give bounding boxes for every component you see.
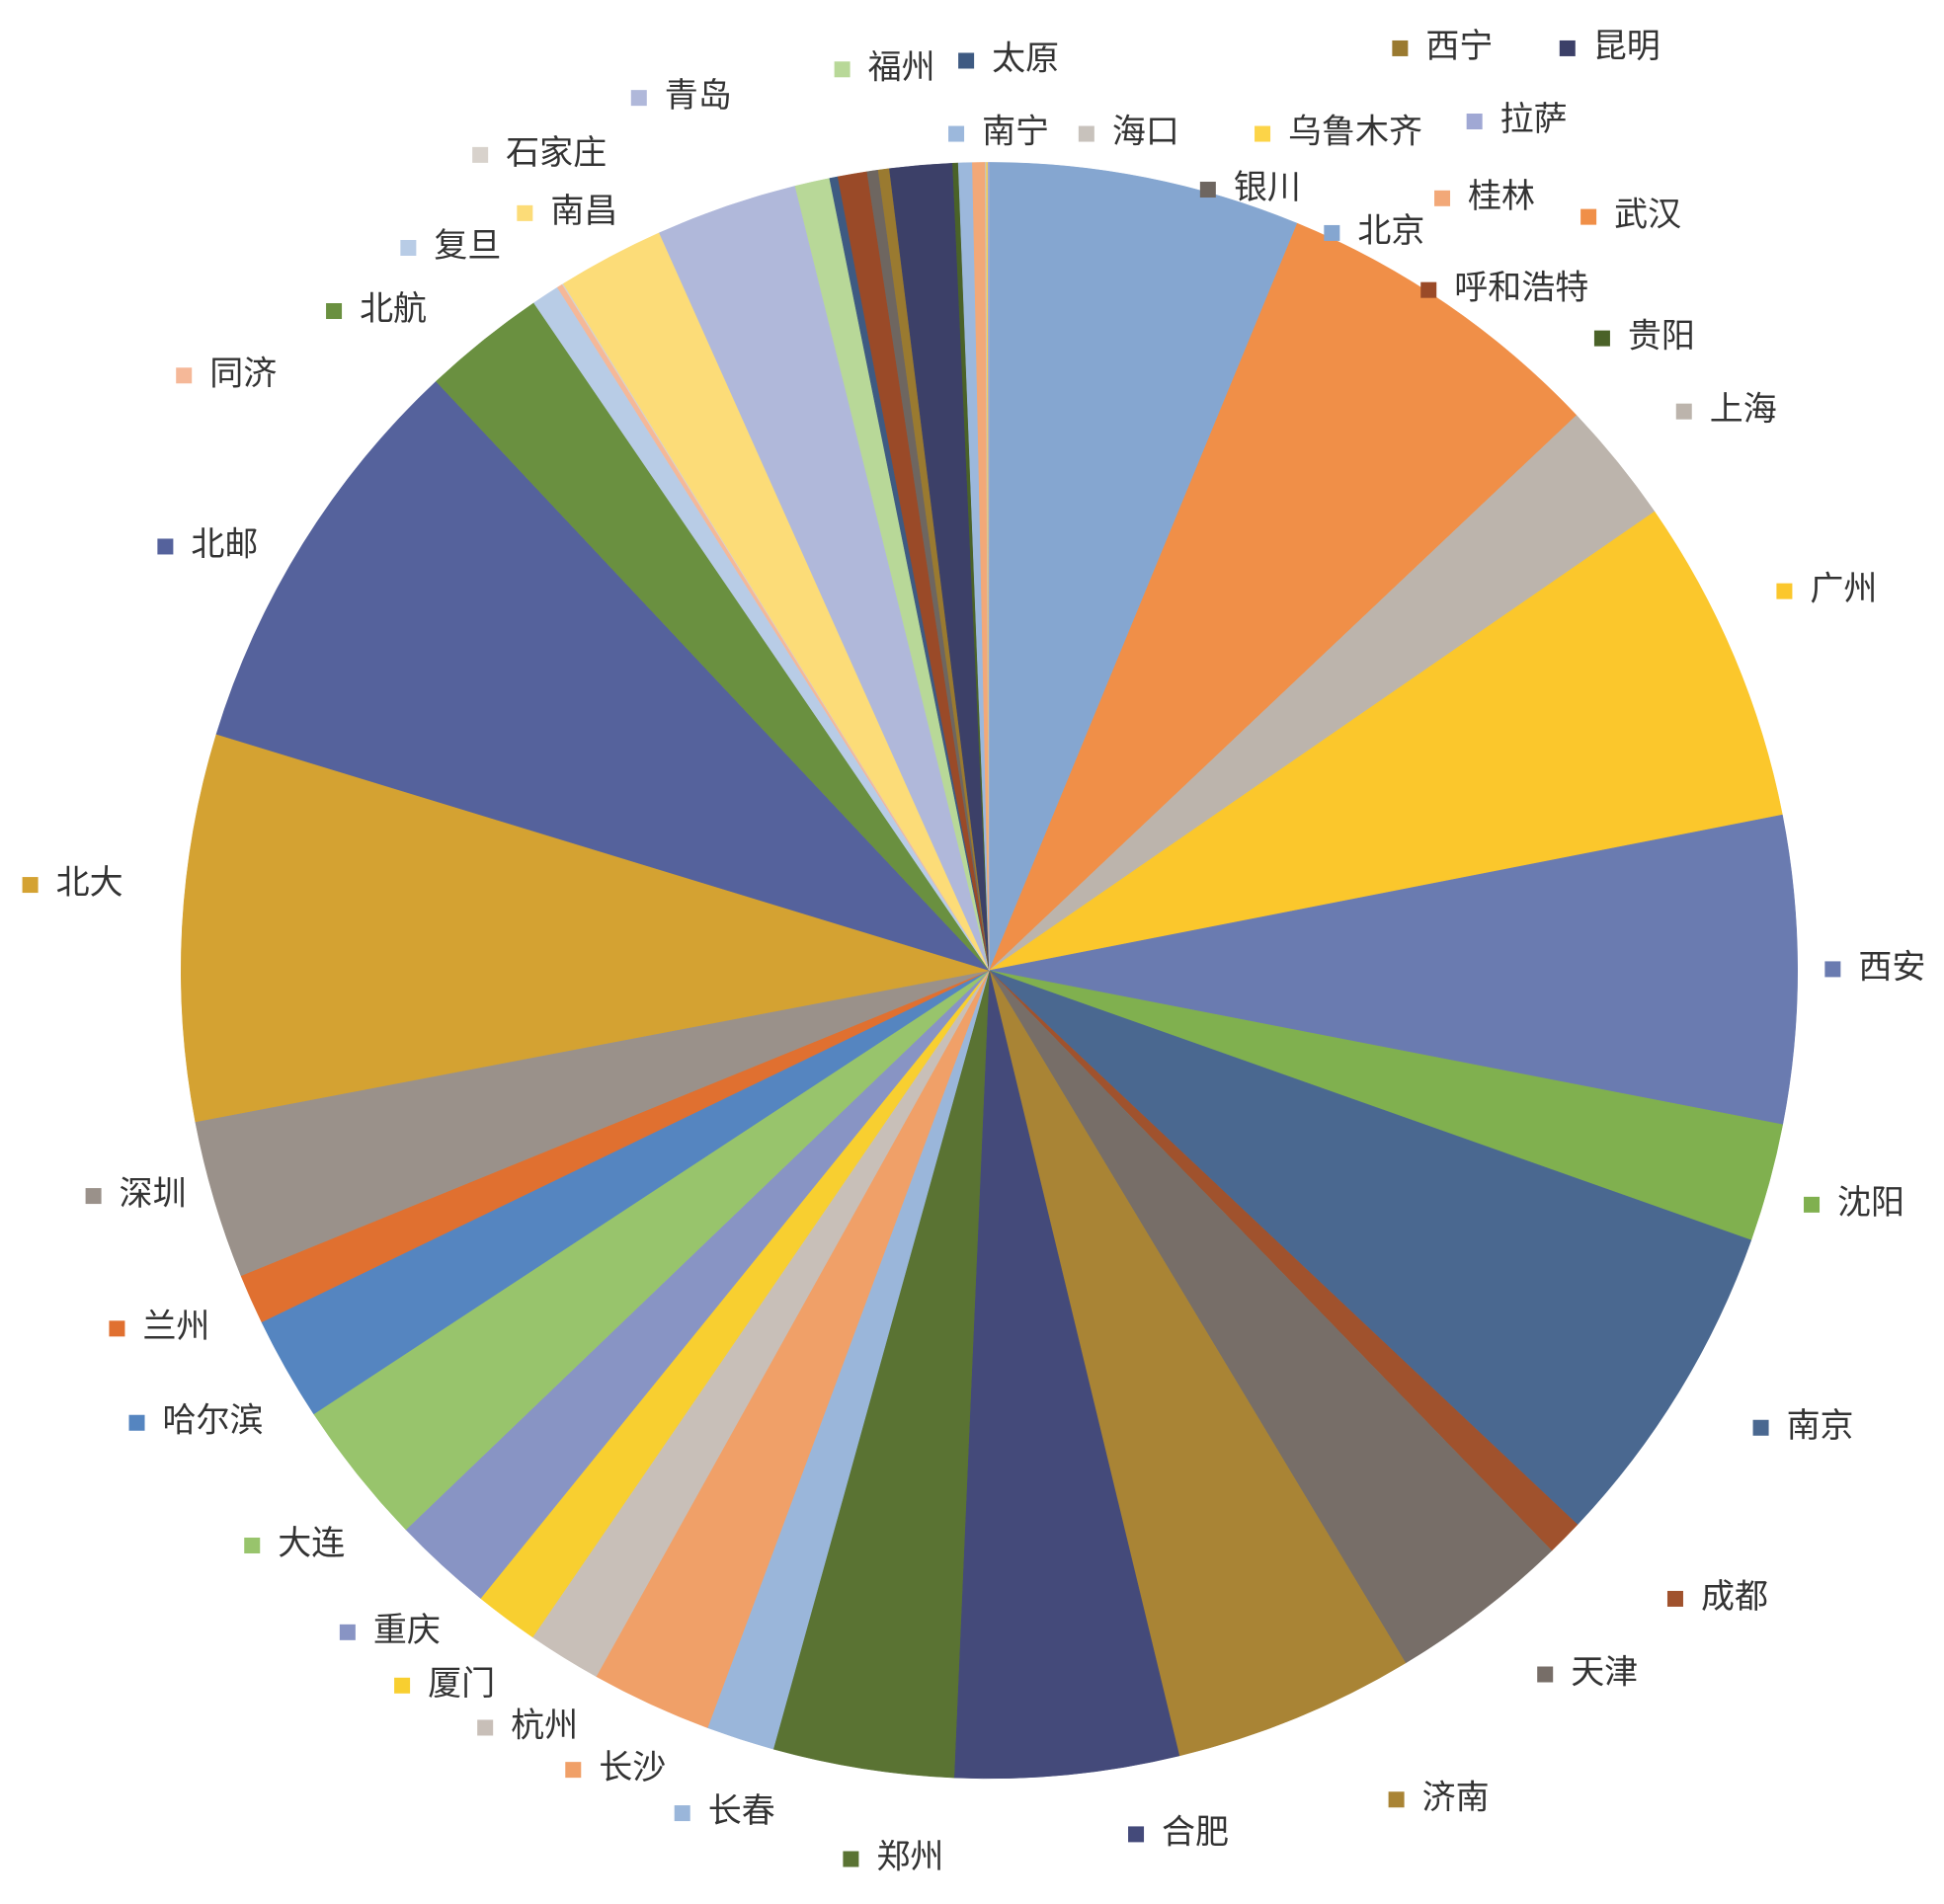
pie-slice bbox=[989, 511, 1783, 971]
legend-label: 成都 bbox=[1701, 1577, 1768, 1617]
legend-label: 太原 bbox=[992, 39, 1059, 78]
legend-label: 上海 bbox=[1710, 390, 1777, 430]
legend-swatch bbox=[834, 61, 850, 78]
legend-swatch bbox=[1580, 208, 1597, 225]
legend-swatch bbox=[1392, 40, 1409, 56]
legend-swatch bbox=[244, 1537, 261, 1553]
legend-label: 海口 bbox=[1112, 113, 1179, 152]
legend-swatch bbox=[1466, 113, 1483, 129]
legend-label: 杭州 bbox=[511, 1706, 578, 1745]
legend-label: 石家庄 bbox=[506, 133, 607, 173]
legend-swatch bbox=[630, 90, 647, 107]
legend-label: 贵阳 bbox=[1628, 317, 1695, 357]
legend-swatch bbox=[1559, 40, 1576, 56]
pie-slice bbox=[181, 734, 990, 1123]
legend-label: 北大 bbox=[56, 863, 123, 903]
legend-label: 乌鲁木齐 bbox=[1288, 113, 1422, 152]
pie-slice bbox=[989, 222, 1578, 971]
legend-swatch bbox=[394, 1677, 411, 1694]
legend-label: 桂林 bbox=[1468, 177, 1535, 216]
legend-swatch bbox=[85, 1188, 102, 1205]
pie-slice bbox=[987, 162, 990, 971]
legend-swatch bbox=[674, 1805, 690, 1822]
pie-slice bbox=[989, 970, 1752, 1526]
legend-swatch bbox=[1804, 1196, 1821, 1213]
legend-swatch bbox=[22, 877, 39, 894]
legend-label: 福州 bbox=[868, 47, 935, 87]
legend-label: 深圳 bbox=[120, 1174, 187, 1214]
legend-swatch bbox=[1593, 330, 1610, 347]
legend-swatch bbox=[1420, 281, 1437, 298]
legend-label: 西安 bbox=[1858, 947, 1925, 987]
pie-slice bbox=[989, 162, 1298, 971]
legend-swatch bbox=[1388, 1791, 1405, 1808]
legend-swatch bbox=[176, 367, 193, 384]
legend-swatch bbox=[128, 1414, 145, 1431]
legend-label: 北京 bbox=[1357, 211, 1424, 251]
legend-swatch bbox=[472, 146, 489, 163]
legend-swatch bbox=[400, 240, 417, 256]
legend-label: 广州 bbox=[1810, 570, 1877, 609]
legend-label: 重庆 bbox=[373, 1611, 441, 1650]
legend-label: 郑州 bbox=[876, 1838, 943, 1877]
legend-swatch bbox=[339, 1624, 356, 1640]
legend-label: 拉萨 bbox=[1500, 100, 1568, 139]
legend-swatch bbox=[1537, 1666, 1554, 1683]
legend-label: 南京 bbox=[1787, 1406, 1854, 1446]
pie-slice bbox=[989, 814, 1799, 1126]
legend-label: 武汉 bbox=[1614, 196, 1681, 235]
legend-swatch bbox=[1675, 403, 1692, 420]
legend-swatch bbox=[1666, 1590, 1683, 1607]
legend-label: 济南 bbox=[1422, 1778, 1490, 1817]
legend-label: 银川 bbox=[1234, 168, 1301, 207]
legend-swatch bbox=[517, 204, 533, 221]
legend-swatch bbox=[477, 1719, 494, 1736]
legend-swatch bbox=[109, 1320, 125, 1337]
legend-label: 北邮 bbox=[191, 524, 258, 564]
legend-swatch bbox=[326, 303, 343, 320]
legend-swatch bbox=[1128, 1826, 1145, 1843]
legend-label: 长沙 bbox=[599, 1748, 666, 1787]
legend-label: 厦门 bbox=[428, 1664, 495, 1704]
legend-swatch bbox=[1434, 190, 1451, 206]
legend-swatch bbox=[1752, 1419, 1769, 1436]
legend-label: 西宁 bbox=[1425, 27, 1493, 66]
legend-label: 沈阳 bbox=[1837, 1183, 1904, 1223]
legend-swatch bbox=[948, 125, 965, 142]
legend-label: 昆明 bbox=[1593, 27, 1660, 66]
legend-swatch bbox=[1255, 125, 1271, 142]
legend-label: 青岛 bbox=[665, 76, 732, 116]
legend-label: 哈尔滨 bbox=[163, 1401, 264, 1441]
legend-label: 呼和浩特 bbox=[1454, 269, 1588, 308]
legend-label: 复旦 bbox=[434, 226, 501, 266]
legend-label: 长春 bbox=[708, 1791, 775, 1831]
legend-label: 天津 bbox=[1571, 1653, 1638, 1693]
legend-swatch bbox=[1324, 224, 1340, 241]
legend-label: 兰州 bbox=[142, 1307, 209, 1346]
legend-swatch bbox=[1199, 182, 1216, 198]
pie-slice bbox=[215, 380, 991, 972]
legend-swatch bbox=[1078, 125, 1094, 142]
legend-swatch bbox=[1824, 961, 1841, 978]
legend-label: 北航 bbox=[360, 289, 427, 329]
legend-label: 同济 bbox=[209, 354, 277, 393]
pie-slice bbox=[989, 970, 1407, 1757]
legend-swatch bbox=[1776, 583, 1793, 599]
legend-swatch bbox=[157, 538, 174, 555]
legend-label: 合肥 bbox=[1162, 1812, 1229, 1852]
legend-swatch bbox=[958, 52, 975, 69]
legend-label: 大连 bbox=[278, 1524, 345, 1563]
pie-slice bbox=[953, 970, 1180, 1780]
legend-swatch bbox=[843, 1851, 859, 1867]
legend-swatch bbox=[565, 1762, 582, 1779]
legend-label: 南昌 bbox=[550, 192, 617, 231]
legend-label: 南宁 bbox=[982, 113, 1049, 152]
